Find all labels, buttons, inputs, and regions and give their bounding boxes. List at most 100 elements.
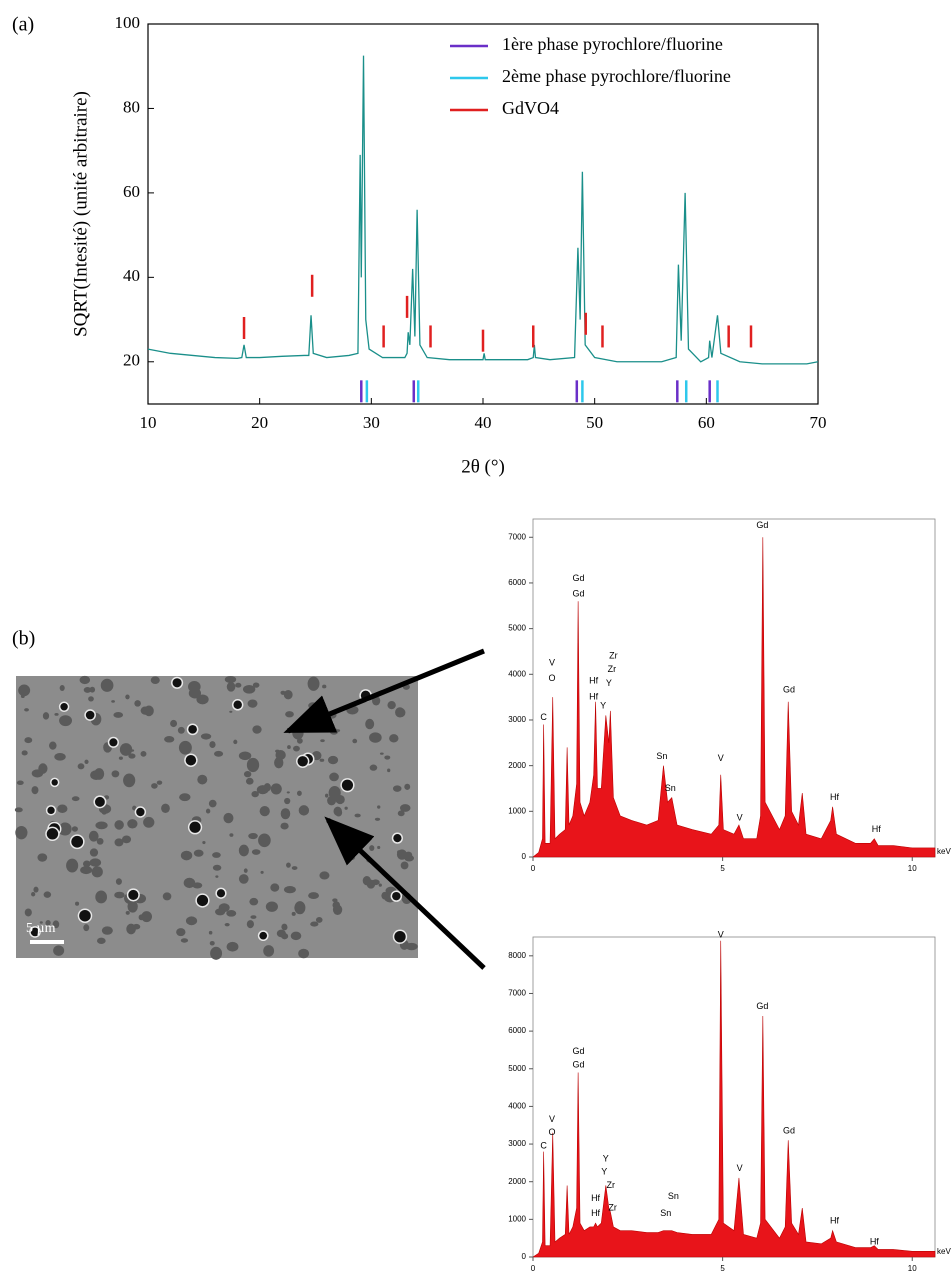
grain <box>229 833 234 837</box>
grain <box>42 712 50 720</box>
grain <box>18 684 31 697</box>
grain <box>209 940 215 946</box>
grain <box>389 734 399 743</box>
grain <box>184 795 189 798</box>
pore <box>392 891 401 901</box>
pore <box>233 700 242 709</box>
grain <box>162 892 172 901</box>
grain <box>214 750 224 757</box>
x-tick-label: 30 <box>363 413 380 432</box>
legend-label: GdVO4 <box>502 98 559 118</box>
grain <box>284 797 291 805</box>
grain <box>404 783 411 790</box>
grain <box>91 866 103 878</box>
y-tick-label: 80 <box>123 97 140 116</box>
x-tick-label: 70 <box>810 413 827 432</box>
grain <box>128 753 136 759</box>
grain <box>387 700 396 710</box>
pore <box>85 710 95 720</box>
grain <box>161 803 170 814</box>
peak-label: V <box>718 929 724 939</box>
grain <box>322 684 327 689</box>
x-tick-label: 10 <box>140 413 157 432</box>
grain <box>96 837 104 845</box>
grain <box>352 738 358 744</box>
grain <box>320 739 325 743</box>
y-tick-label: 5000 <box>508 624 526 633</box>
grain <box>319 871 330 880</box>
y-tick-label: 0 <box>522 1252 527 1261</box>
grain <box>77 763 85 770</box>
grain <box>208 799 217 808</box>
grain <box>335 808 343 817</box>
grain <box>252 682 260 688</box>
spectrum-area <box>532 537 936 858</box>
peak-label: Gd <box>756 520 768 530</box>
grain <box>310 921 319 927</box>
grain <box>16 780 24 786</box>
legend-label: 1ère phase pyrochlore/fluorine <box>502 34 723 54</box>
legend-label: 2ème phase pyrochlore/fluorine <box>502 66 731 86</box>
y-tick-label: 1000 <box>508 1214 526 1223</box>
grain <box>250 915 257 919</box>
peak-label: V <box>737 813 743 823</box>
peak-label: V <box>549 657 555 667</box>
grain <box>210 946 223 960</box>
grain <box>378 883 382 887</box>
grain <box>395 707 405 718</box>
x-unit-label: keV <box>937 1247 951 1256</box>
x-tick-label: 10 <box>908 1264 917 1273</box>
pore <box>109 738 118 747</box>
grain <box>24 737 33 744</box>
grain <box>258 833 271 848</box>
grain <box>71 826 78 832</box>
grain <box>280 822 289 830</box>
grain <box>115 878 122 885</box>
grain <box>185 916 198 926</box>
grain <box>132 923 141 930</box>
grain <box>196 694 209 705</box>
grain <box>176 928 186 937</box>
grain <box>369 764 378 771</box>
grain <box>132 805 137 811</box>
grain <box>114 820 124 830</box>
grain <box>283 886 296 894</box>
grain <box>270 883 280 892</box>
grain <box>193 849 204 857</box>
grain <box>141 911 153 923</box>
x-tick-label: 50 <box>586 413 603 432</box>
grain <box>123 773 136 788</box>
y-tick-label: 100 <box>115 13 141 32</box>
grain <box>223 812 234 824</box>
x-tick-label: 60 <box>698 413 715 432</box>
grain <box>89 858 102 867</box>
grain <box>113 712 124 718</box>
pore <box>71 835 84 848</box>
grain <box>180 938 189 943</box>
grain <box>83 924 90 932</box>
grain <box>286 791 290 794</box>
peak-label: Gd <box>573 589 585 599</box>
peak-label: Hf <box>591 1208 600 1218</box>
grain <box>327 755 339 765</box>
grain <box>276 929 286 938</box>
grain <box>233 739 238 745</box>
grain <box>344 806 348 810</box>
grain <box>387 768 391 773</box>
grain <box>298 805 310 816</box>
x-axis-label: 2θ (°) <box>461 456 505 477</box>
grain <box>243 868 248 873</box>
grain <box>100 678 114 692</box>
x-tick-label: 20 <box>251 413 268 432</box>
grain <box>286 862 291 868</box>
grain <box>291 866 298 870</box>
y-tick-label: 3000 <box>508 715 526 724</box>
peak-label: Gd <box>756 1001 768 1011</box>
grain <box>21 750 28 756</box>
grain <box>31 891 36 897</box>
grain <box>293 745 300 752</box>
grain <box>101 809 107 815</box>
x-tick-label: 10 <box>908 864 917 873</box>
peak-label: Hf <box>870 1236 879 1246</box>
grain <box>156 780 163 785</box>
